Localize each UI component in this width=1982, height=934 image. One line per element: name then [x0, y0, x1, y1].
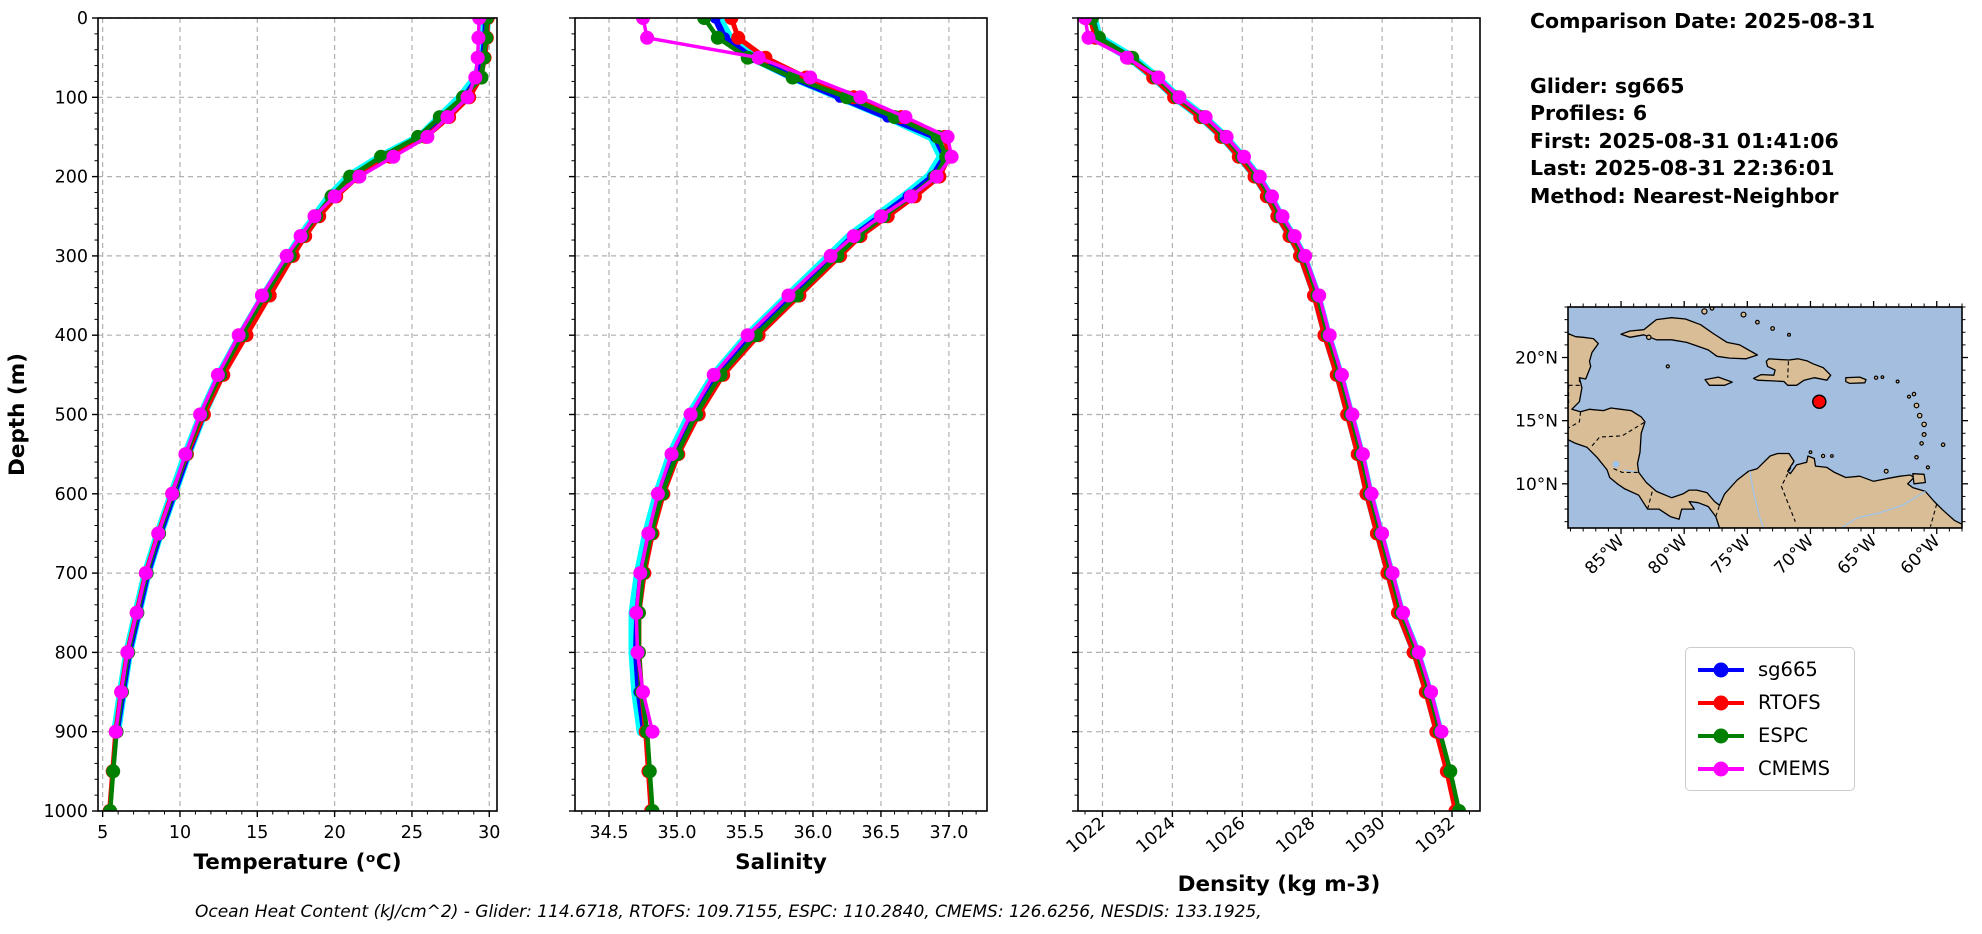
svg-text:20: 20: [323, 823, 345, 843]
svg-text:500: 500: [55, 406, 88, 426]
legend-swatch-line: [1698, 662, 1744, 677]
salinity-plot: 34.5 35.0 35.5 36.0 36.5 37.0 Salinity: [569, 17, 988, 875]
temperature-axis-label: Temperature (ᵒC): [193, 850, 401, 875]
legend-item-espc: ESPC: [1686, 719, 1854, 752]
svg-text:5: 5: [97, 823, 108, 843]
density-plot: 1022 1024 1026 1028 1030 1032 Density (kg m-3): [1063, 17, 1481, 897]
glider-raw-density-line: [1087, 18, 1444, 737]
legend: sg665 RTOFS ESPC CMEMS: [1685, 647, 1855, 791]
svg-text:25: 25: [401, 823, 423, 843]
svg-text:75°W: 75°W: [1708, 531, 1755, 578]
svg-text:60°W: 60°W: [1897, 531, 1944, 578]
CMEMS-density-line: [1083, 18, 1444, 734]
temperature-plot: 5 10 15 20 25 3001002003004005006007008009001…: [5, 9, 500, 875]
info-panel: Comparison Date: 2025-08-31 Glider: sg66…: [1530, 8, 1875, 210]
legend-item-sg665: sg665: [1686, 653, 1854, 686]
depth-axis-label: Depth (m): [5, 353, 30, 476]
svg-text:70°W: 70°W: [1771, 531, 1818, 578]
svg-text:300: 300: [55, 247, 88, 267]
svg-text:34.5: 34.5: [590, 823, 629, 843]
svg-text:10°N: 10°N: [1515, 475, 1558, 495]
svg-text:65°W: 65°W: [1834, 531, 1881, 578]
svg-text:36.0: 36.0: [793, 823, 832, 843]
legend-item-rtofs: RTOFS: [1686, 686, 1854, 719]
salinity-series: [628, 18, 959, 811]
svg-text:1000: 1000: [43, 802, 88, 822]
density-ticks: [1072, 17, 1471, 817]
svg-text:200: 200: [55, 168, 88, 188]
ocean-heat-content-footer: Ocean Heat Content (kJ/cm^2) - Glider: 1…: [195, 902, 1262, 922]
glider-location-marker: [1812, 394, 1827, 409]
svg-text:1026: 1026: [1203, 814, 1250, 858]
temperature-grid: [98, 17, 497, 812]
comparison-date-text: Comparison Date: 2025-08-31: [1530, 9, 1876, 33]
legend-swatch-line: [1698, 761, 1744, 776]
svg-text:700: 700: [55, 564, 88, 584]
svg-text:1030: 1030: [1342, 814, 1389, 858]
svg-text:80°W: 80°W: [1644, 531, 1691, 578]
glider-text: Glider: sg665: [1530, 73, 1685, 98]
map-small-islands: [1646, 307, 1946, 474]
svg-text:35.0: 35.0: [657, 823, 696, 843]
svg-text:15: 15: [246, 823, 268, 843]
density-tick-labels: 1022 1024 1026 1028 1030 1032: [1063, 814, 1460, 858]
svg-text:1024: 1024: [1133, 814, 1180, 858]
CMEMS-temperature-line: [114, 18, 481, 734]
legend-label: CMEMS: [1758, 757, 1830, 780]
map-inset: 85°W 80°W 75°W 70°W 65°W 60°W 20°N 15°N 10°N: [1515, 301, 1968, 579]
svg-text:400: 400: [55, 326, 88, 346]
legend-swatch-line: [1698, 728, 1744, 743]
map-frame: [1567, 306, 1963, 529]
last-profile-text: Last: 2025-08-31 22:36:01: [1530, 156, 1835, 180]
first-profile-text: First: 2025-08-31 01:41:06: [1530, 128, 1839, 153]
CMEMS-salinity-markers: [629, 18, 959, 739]
salinity-ticks: [569, 17, 977, 817]
svg-text:30: 30: [478, 823, 500, 843]
density-axis-label: Density (kg m-3): [1178, 872, 1381, 897]
svg-text:10: 10: [169, 823, 191, 843]
temperature-ticks: [92, 17, 490, 817]
glider-raw-salinity-line: [628, 18, 948, 737]
salinity-tick-labels: 34.5 35.0 35.5 36.0 36.5 37.0: [590, 823, 969, 843]
CMEMS-density-markers: [1078, 18, 1449, 739]
svg-text:1032: 1032: [1412, 814, 1459, 858]
legend-label: ESPC: [1758, 724, 1809, 747]
svg-text:600: 600: [55, 485, 88, 505]
svg-text:85°W: 85°W: [1581, 531, 1628, 578]
sg665-density-line: [1088, 18, 1442, 735]
temperature-tick-labels: 5 10 15 20 25 3001002003004005006007008009001…: [43, 9, 500, 843]
legend-item-cmems: CMEMS: [1686, 752, 1854, 785]
svg-text:35.5: 35.5: [725, 823, 764, 843]
legend-swatch-line: [1698, 695, 1744, 710]
temperature-series: [102, 18, 495, 811]
CMEMS-temperature-markers: [108, 18, 487, 739]
salinity-axis-label: Salinity: [735, 850, 827, 875]
svg-text:800: 800: [55, 643, 88, 663]
svg-text:20°N: 20°N: [1515, 349, 1558, 369]
svg-text:900: 900: [55, 723, 88, 743]
svg-text:36.5: 36.5: [861, 823, 900, 843]
map-country-borders: [1568, 361, 1938, 527]
svg-text:1028: 1028: [1272, 814, 1319, 858]
svg-text:37.0: 37.0: [929, 823, 968, 843]
map-land: [1568, 317, 1962, 528]
map-content: [1568, 307, 1962, 528]
legend-label: RTOFS: [1758, 691, 1821, 714]
sg665-density-markers: [1086, 18, 1444, 738]
legend-label: sg665: [1758, 658, 1818, 681]
sg665-salinity-line: [632, 18, 949, 735]
svg-text:100: 100: [55, 88, 88, 108]
density-series: [1078, 18, 1466, 811]
map-ticks: [1562, 301, 1968, 534]
svg-text:1022: 1022: [1063, 814, 1110, 858]
method-text: Method: Nearest-Neighbor: [1530, 183, 1839, 208]
svg-text:15°N: 15°N: [1515, 412, 1558, 432]
map-lake: [1612, 460, 1620, 468]
svg-text:0: 0: [77, 9, 88, 29]
density-grid: [1078, 17, 1480, 812]
profiles-text: Profiles: 6: [1530, 101, 1648, 125]
